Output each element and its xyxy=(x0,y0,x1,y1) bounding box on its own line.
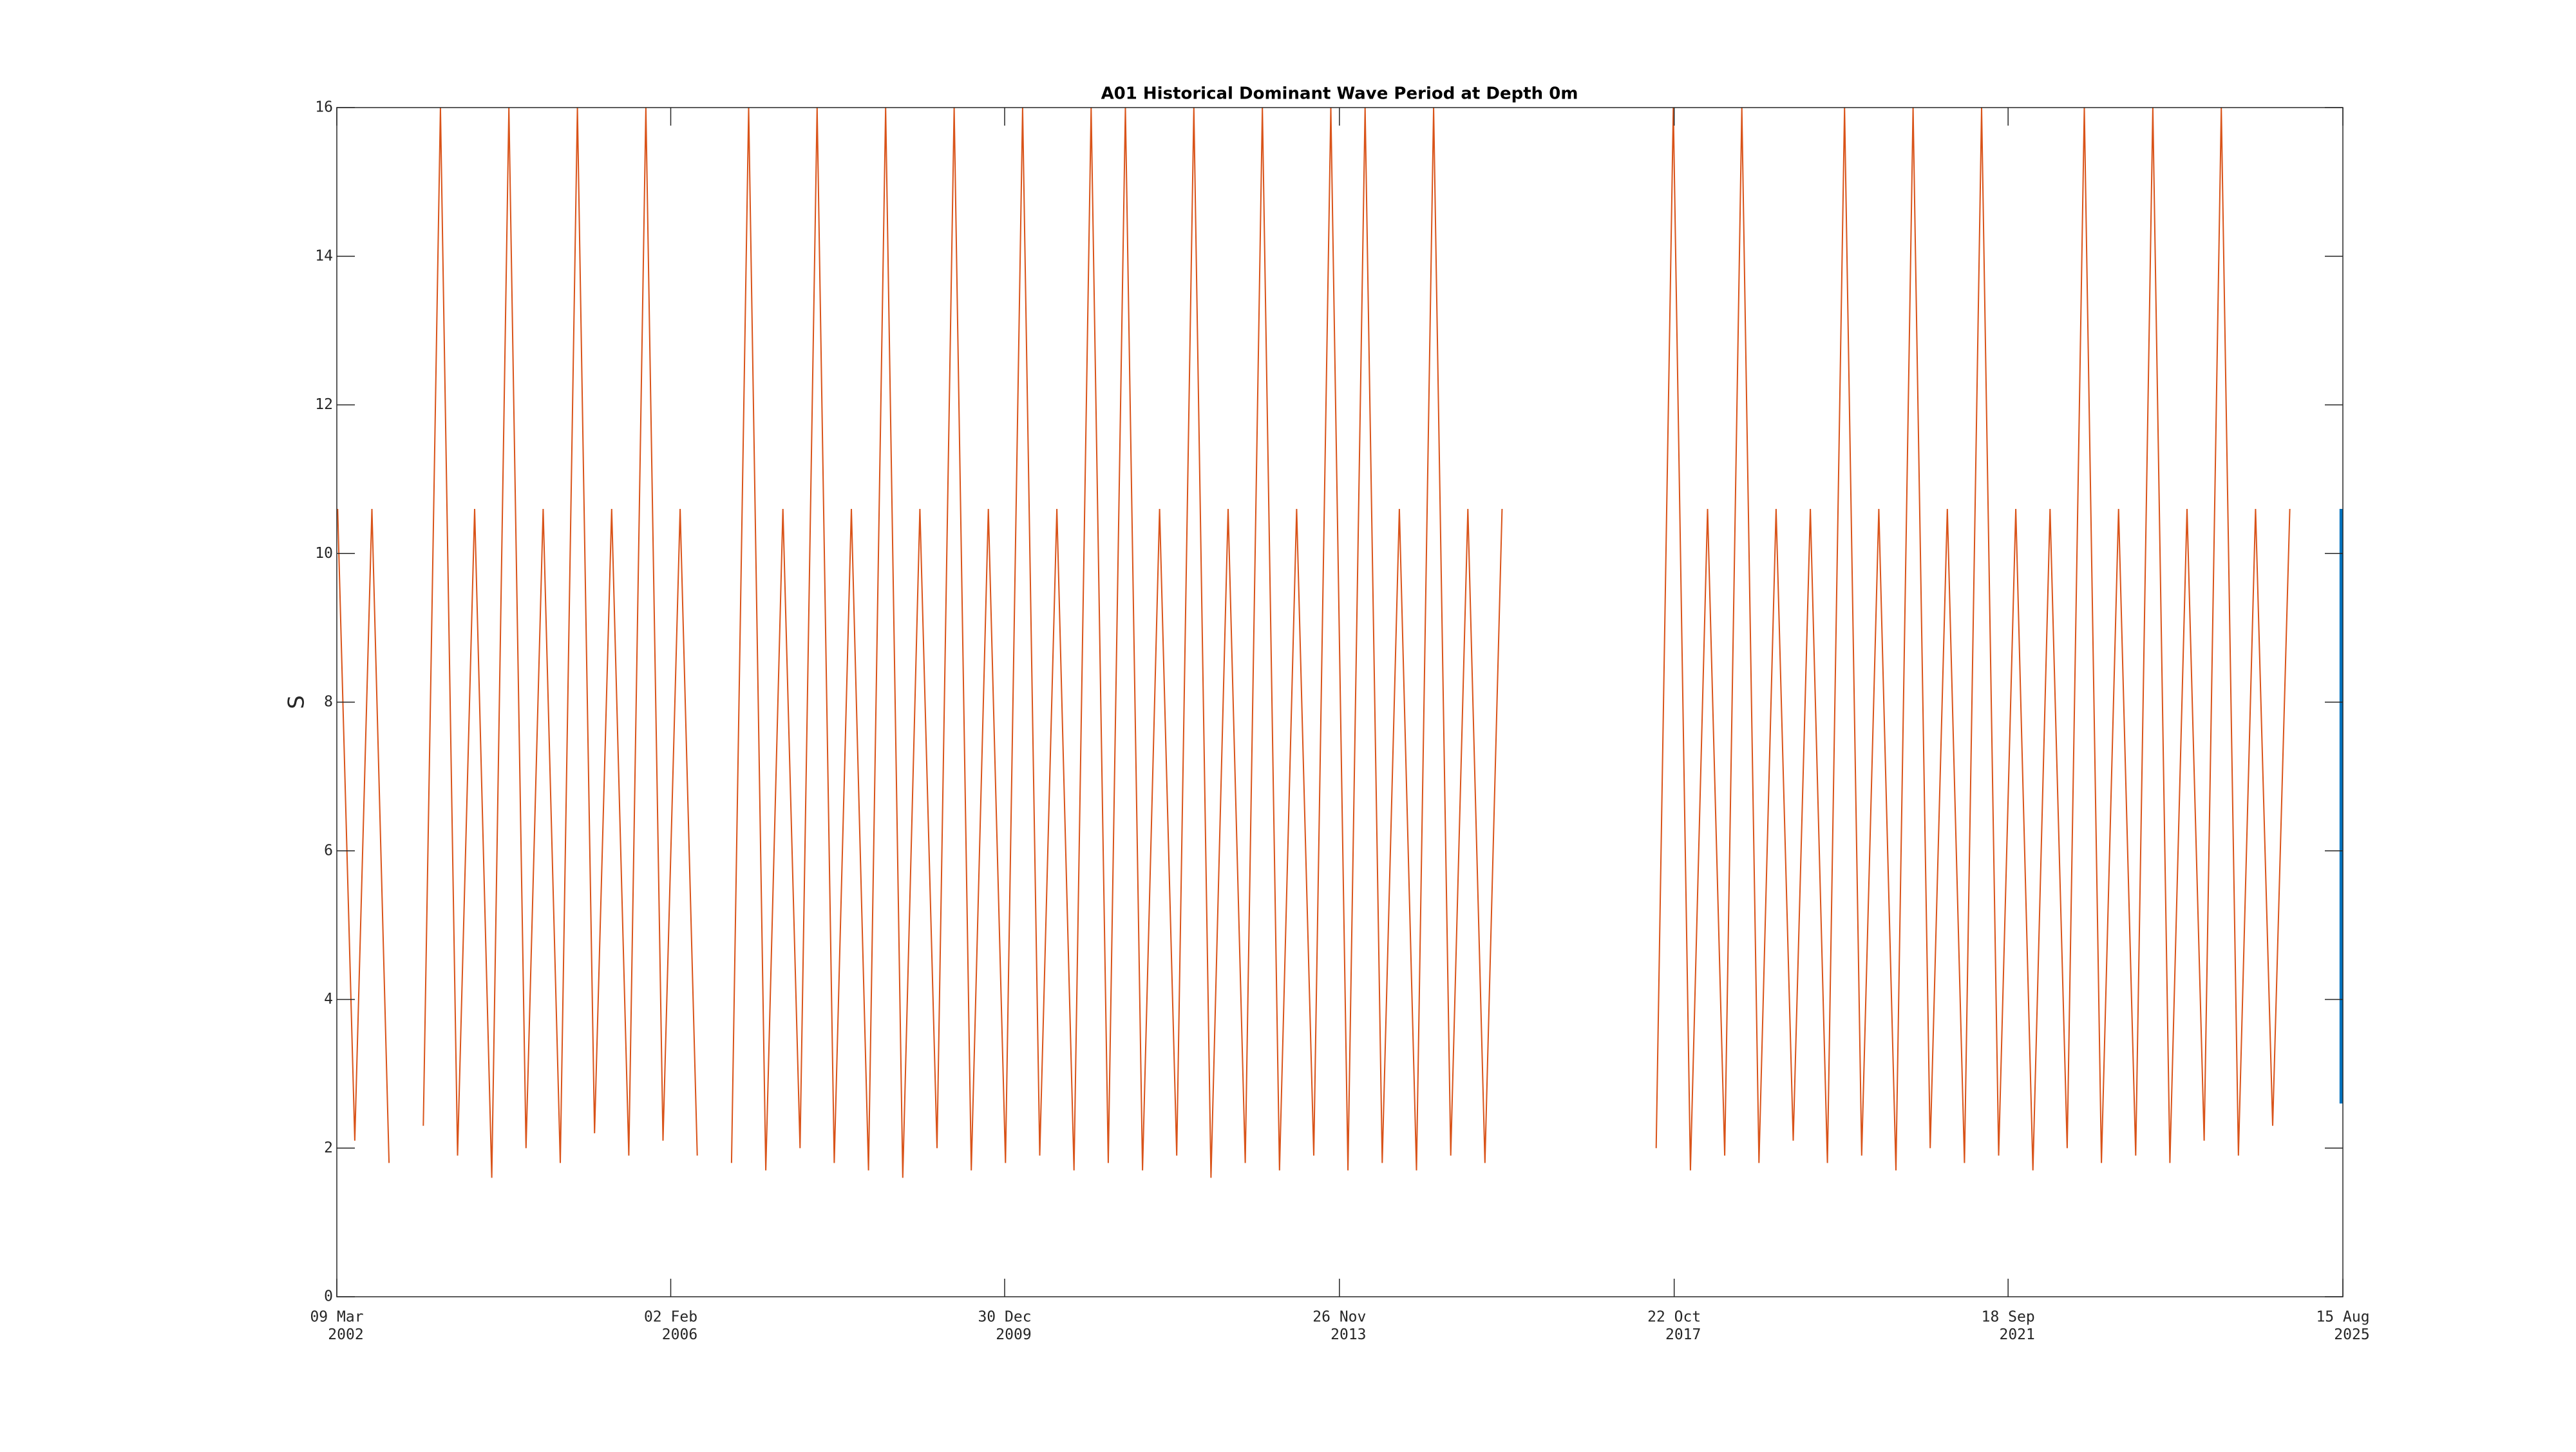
x-tick-label-line: 2002 xyxy=(328,1326,363,1343)
x-tick-label-line: 09 Mar xyxy=(310,1308,363,1325)
x-tick-label-line: 26 Nov xyxy=(1312,1308,1366,1325)
y-tick-label: 4 xyxy=(324,991,333,1008)
x-tick-label: 15 Aug 2025 xyxy=(2316,1308,2369,1343)
y-tick-label: 6 xyxy=(324,842,333,859)
x-tick-label: 22 Oct 2017 xyxy=(1647,1308,1701,1343)
x-tick-label-line: 02 Feb xyxy=(644,1308,697,1325)
y-tick-label: 14 xyxy=(315,247,333,264)
x-tick-label-line: 2009 xyxy=(996,1326,1031,1343)
chart-title: A01 Historical Dominant Wave Period at D… xyxy=(1101,84,1578,104)
y-tick-label: 0 xyxy=(324,1288,333,1305)
y-tick-label: 12 xyxy=(315,396,333,413)
x-tick-label-line: 30 Dec xyxy=(978,1308,1031,1325)
x-tick-label: 30 Dec 2009 xyxy=(978,1308,1031,1343)
y-axis-label: S xyxy=(284,695,310,709)
x-tick-label: 18 Sep 2021 xyxy=(1982,1308,2035,1343)
plot-area xyxy=(337,107,2343,1178)
x-tick-label: 26 Nov 2013 xyxy=(1312,1308,1366,1343)
x-tick-label: 09 Mar 2002 xyxy=(310,1308,363,1343)
y-tick-label: 16 xyxy=(315,99,333,116)
x-tick-label-line: 2021 xyxy=(1999,1326,2034,1343)
x-tick-label-line: 2025 xyxy=(2334,1326,2369,1343)
x-tick-label-line: 15 Aug xyxy=(2316,1308,2369,1325)
x-tick-label-line: 18 Sep xyxy=(1982,1308,2035,1325)
x-tick-label-line: 22 Oct xyxy=(1647,1308,1701,1325)
y-tick-label: 2 xyxy=(324,1140,333,1156)
x-tick-label-line: 2017 xyxy=(1665,1326,1701,1343)
y-tick-label: 8 xyxy=(324,694,333,711)
x-tick-label-line: 2006 xyxy=(662,1326,697,1343)
y-tick-label: 10 xyxy=(315,545,333,562)
data-line xyxy=(337,107,2291,1178)
x-tick-label: 02 Feb 2006 xyxy=(644,1308,697,1343)
x-tick-label-line: 2013 xyxy=(1331,1326,1366,1343)
